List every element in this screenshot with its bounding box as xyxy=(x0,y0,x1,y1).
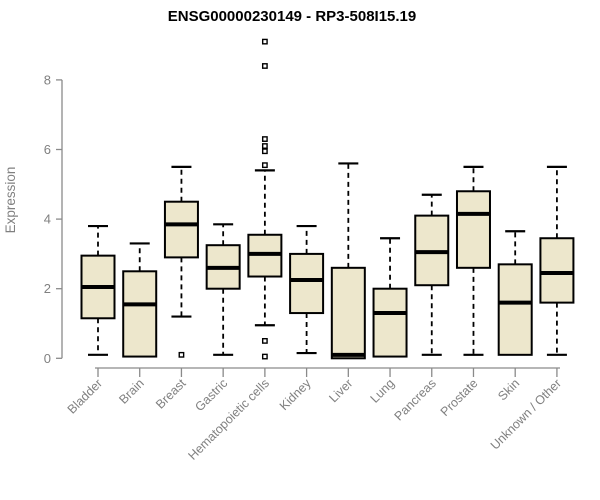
y-tick-label: 8 xyxy=(44,72,51,87)
outlier-point xyxy=(261,162,268,169)
outlier-point xyxy=(261,136,268,142)
x-category-label-brain: Brain xyxy=(116,376,147,407)
box-iqr xyxy=(163,200,199,259)
boxplot-brain xyxy=(122,242,158,358)
box-iqr xyxy=(289,252,325,315)
box-iqr xyxy=(372,287,408,358)
x-category-label-prostate: Prostate xyxy=(438,376,481,419)
boxplot-bladder xyxy=(80,224,116,356)
boxplot-hematopoietic-cells xyxy=(247,38,283,360)
y-axis-label: Expression xyxy=(3,167,18,234)
boxplot-skin xyxy=(497,230,533,356)
box-iqr xyxy=(539,237,575,304)
x-category-label-hematopoietic-cells: Hematopoietic cells xyxy=(185,376,272,463)
x-category-label-unknown-other: Unknown / Other xyxy=(488,376,564,452)
box-iqr xyxy=(330,266,366,360)
box-iqr xyxy=(497,263,533,356)
outlier-point xyxy=(261,63,268,69)
x-category-label-pancreas: Pancreas xyxy=(392,376,439,423)
boxplot-liver xyxy=(330,162,366,360)
boxplot-unknown-other xyxy=(539,165,575,356)
x-category-label-skin: Skin xyxy=(495,376,522,403)
x-category-label-bladder: Bladder xyxy=(65,376,105,416)
outlier-point xyxy=(261,143,268,149)
x-category-label-breast: Breast xyxy=(153,376,189,412)
box-iqr xyxy=(122,270,158,358)
box-iqr xyxy=(455,190,491,269)
outlier-point xyxy=(261,148,268,155)
boxplot-breast xyxy=(163,165,199,358)
boxplot-kidney xyxy=(289,224,325,355)
outlier-point xyxy=(261,353,268,360)
boxplot-lung xyxy=(372,237,408,358)
x-category-label-kidney: Kidney xyxy=(277,376,314,413)
y-tick-label: 2 xyxy=(44,281,51,296)
outlier-point xyxy=(261,338,268,344)
y-tick-label: 0 xyxy=(44,351,51,366)
boxplot-pancreas xyxy=(414,193,450,356)
x-category-label-gastric: Gastric xyxy=(192,376,230,414)
boxplot-gastric xyxy=(205,223,241,356)
y-tick-label: 4 xyxy=(44,212,51,227)
outlier-point xyxy=(261,38,268,45)
boxplot-prostate xyxy=(455,165,491,356)
outlier-point xyxy=(178,351,185,358)
x-category-label-lung: Lung xyxy=(368,376,398,406)
chart-title: ENSG00000230149 - RP3-508I15.19 xyxy=(168,8,417,25)
x-category-label-liver: Liver xyxy=(326,376,355,405)
y-tick-label: 6 xyxy=(44,142,51,157)
